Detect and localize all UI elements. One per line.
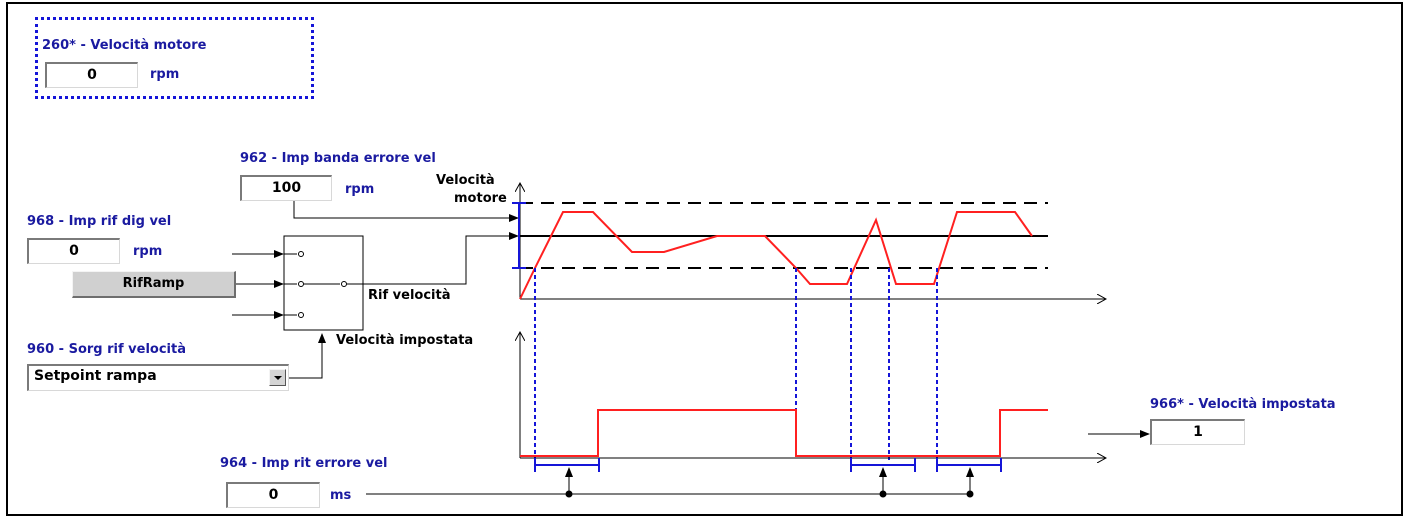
motor-speed-highlight-box	[35, 17, 314, 99]
riframp-button[interactable]: RifRamp	[72, 271, 236, 298]
param-960-selected-value: Setpoint rampa	[34, 368, 157, 384]
delay-brackets	[534, 458, 1002, 472]
set-speed-axis-label: Velocità impostata	[336, 333, 474, 348]
param-960-select[interactable]: Setpoint rampa	[27, 364, 289, 391]
param-964-field[interactable]: 0	[226, 482, 320, 508]
param-260-label: 260* - Velocità motore	[42, 38, 207, 53]
speed-reference-arrow	[363, 232, 519, 285]
source-select-arrow	[289, 333, 326, 379]
motor-speed-signal	[519, 211, 1033, 300]
threshold-crossing-guides	[534, 268, 938, 460]
param-968-label: 968 - Imp rif dig vel	[27, 214, 172, 229]
param-966-field[interactable]: 1	[1150, 419, 1245, 445]
motor-speed-axis-label-line1: Velocità	[436, 173, 495, 188]
param-962-label: 962 - Imp banda errore vel	[240, 151, 436, 166]
param-260-field[interactable]: 0	[45, 62, 138, 88]
param-968-field[interactable]: 0	[27, 238, 120, 264]
param-966-label: 966* - Velocità impostata	[1150, 397, 1336, 412]
param-964-unit: ms	[330, 488, 352, 503]
set-speed-signal	[520, 409, 1048, 457]
selector-switch-contacts	[284, 251, 363, 318]
motor-speed-axis-label-line2: motore	[454, 191, 507, 206]
param-968-unit: rpm	[133, 244, 163, 259]
selector-switch-box	[283, 235, 364, 331]
error-band-arrow	[293, 201, 519, 222]
param-962-unit: rpm	[345, 182, 375, 197]
speed-reference-label: Rif velocità	[368, 288, 451, 303]
param-960-label: 960 - Sorg rif velocità	[27, 342, 186, 357]
param-260-unit: rpm	[150, 67, 180, 82]
delay-arrows	[565, 467, 974, 498]
diagram-frame	[6, 2, 1403, 516]
param-964-label: 964 - Imp rit errore vel	[220, 456, 388, 471]
param-962-field[interactable]: 100	[240, 175, 332, 201]
chevron-down-icon[interactable]	[269, 369, 286, 386]
error-band-marker	[512, 202, 526, 269]
